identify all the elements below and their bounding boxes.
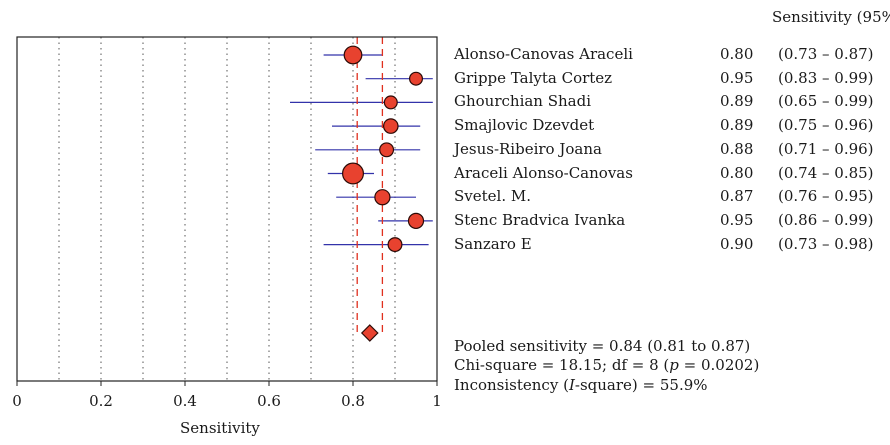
ci-column-header: Sensitivity (95% CI) bbox=[772, 8, 890, 26]
x-tick-label: 0.4 bbox=[173, 392, 197, 410]
study-name: Grippe Talyta Cortez bbox=[454, 68, 613, 87]
study-ci: (0.76 – 0.95) bbox=[778, 187, 874, 206]
study-point-marker bbox=[342, 162, 365, 185]
study-estimate: 0.89 bbox=[720, 116, 754, 135]
study-name: Jesus-Ribeiro Joana bbox=[454, 139, 602, 158]
chi-prefix: Chi-square = 18.15; df = 8 ( bbox=[454, 356, 670, 374]
study-name: Alonso-Canovas Araceli bbox=[454, 45, 633, 63]
chi-square-text: Chi-square = 18.15; df = 8 (p = 0.0202) bbox=[454, 356, 759, 374]
chi-suffix: = 0.0202) bbox=[678, 356, 760, 374]
study-estimate: 0.87 bbox=[720, 187, 754, 206]
x-axis-label: Sensitivity bbox=[180, 419, 260, 437]
study-estimate: 0.95 bbox=[720, 210, 754, 229]
study-ci: (0.73 – 0.98) bbox=[778, 234, 874, 253]
plot-frame bbox=[16, 36, 438, 382]
study-name: Stenc Bradvica Ivanka bbox=[454, 210, 626, 229]
study-ci: (0.86 – 0.99) bbox=[778, 210, 874, 229]
study-ci: (0.74 – 0.85) bbox=[778, 163, 874, 182]
study-name: Svetel. M. bbox=[454, 187, 531, 206]
study-estimate: 0.90 bbox=[720, 234, 754, 253]
study-name: Araceli Alonso-Canovas bbox=[454, 163, 633, 182]
study-ci: (0.75 – 0.96) bbox=[778, 116, 874, 135]
x-tick-label: 0.8 bbox=[341, 392, 365, 410]
study-point-marker bbox=[387, 237, 403, 253]
study-point-marker bbox=[382, 118, 399, 134]
pooled-sensitivity-text: Pooled sensitivity = 0.84 (0.81 to 0.87) bbox=[454, 337, 751, 355]
study-estimate: 0.80 bbox=[720, 163, 754, 182]
study-point-marker bbox=[379, 142, 395, 158]
study-point-marker bbox=[374, 189, 391, 206]
study-point-marker bbox=[409, 71, 424, 86]
x-tick-label: 0.6 bbox=[257, 392, 281, 410]
study-ci: (0.65 – 0.99) bbox=[778, 92, 874, 111]
study-point-marker bbox=[383, 95, 398, 110]
x-tick-label: 0.2 bbox=[89, 392, 113, 410]
study-ci: (0.73 – 0.87) bbox=[778, 45, 874, 63]
incon-i-symbol: I bbox=[568, 376, 575, 394]
study-estimate: 0.80 bbox=[720, 45, 754, 63]
study-ci: (0.71 – 0.96) bbox=[778, 139, 874, 158]
study-point-marker bbox=[407, 212, 425, 230]
incon-suffix: -square) = 55.9% bbox=[574, 376, 708, 394]
study-name: Sanzaro E bbox=[454, 234, 532, 253]
x-tick-label: 1 bbox=[432, 392, 440, 410]
incon-prefix: Inconsistency ( bbox=[454, 376, 569, 394]
study-estimate: 0.95 bbox=[720, 68, 754, 87]
study-name: Smajlovic Dzevdet bbox=[454, 116, 595, 135]
x-tick-label: 0 bbox=[12, 392, 22, 410]
chi-p-symbol: p bbox=[669, 356, 679, 374]
study-name: Ghourchian Shadi bbox=[454, 92, 592, 111]
inconsistency-text: Inconsistency (I-square) = 55.9% bbox=[454, 376, 708, 394]
forest-plot: 0 0.2 0.4 0.6 0.8 1 bbox=[12, 36, 440, 410]
study-estimate: 0.88 bbox=[720, 139, 754, 158]
pooled-diamond bbox=[360, 324, 379, 342]
study-ci: (0.83 – 0.99) bbox=[778, 68, 874, 87]
study-point-marker bbox=[343, 45, 363, 65]
study-estimate: 0.89 bbox=[720, 92, 754, 111]
